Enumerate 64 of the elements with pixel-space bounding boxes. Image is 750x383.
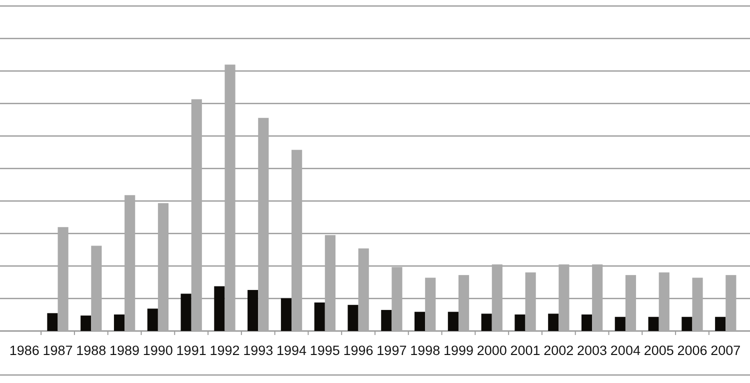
x-tick-label: 2001 — [510, 343, 540, 358]
bar — [726, 275, 736, 331]
bar — [658, 272, 670, 331]
bar — [481, 314, 492, 331]
bar — [682, 316, 692, 331]
bar — [124, 195, 136, 331]
bar — [324, 235, 336, 331]
bar — [80, 316, 92, 331]
x-tick-label: 1994 — [276, 343, 308, 358]
x-tick-label: 1988 — [76, 343, 106, 358]
x-tick-label: 1991 — [176, 343, 206, 358]
bar — [114, 314, 125, 331]
bar — [614, 316, 626, 331]
bar — [348, 304, 358, 331]
bar — [425, 278, 436, 331]
bar — [692, 278, 703, 331]
bar — [514, 314, 526, 331]
bar — [592, 264, 603, 331]
x-tick-label: 1987 — [42, 343, 73, 358]
bar — [58, 227, 68, 331]
bar — [525, 272, 536, 331]
x-tick-label: 2004 — [610, 343, 641, 358]
bar — [381, 310, 392, 331]
bar — [581, 314, 592, 331]
bar — [91, 246, 102, 331]
bar — [214, 286, 225, 331]
bar — [248, 290, 258, 331]
bar — [414, 312, 426, 331]
bar — [147, 308, 158, 331]
bar — [158, 203, 169, 331]
bar — [47, 313, 58, 331]
x-tick-label: 1999 — [443, 343, 474, 358]
x-tick-label: 2002 — [544, 343, 574, 358]
bar — [492, 264, 502, 331]
x-tick-label: 2007 — [710, 343, 741, 358]
x-tick-label: 1986 — [9, 343, 40, 358]
bar — [625, 275, 636, 331]
bar — [280, 298, 292, 331]
x-tick-label: 2005 — [644, 343, 674, 358]
x-tick-label: 1993 — [243, 343, 274, 358]
x-tick-label: 1989 — [110, 343, 140, 358]
bar — [448, 312, 458, 331]
x-tick-label: 2003 — [577, 343, 608, 358]
bar — [191, 99, 202, 331]
bar — [558, 264, 570, 331]
bar — [224, 64, 236, 331]
bar — [258, 118, 269, 331]
x-tick-label: 2000 — [476, 343, 507, 358]
bar — [392, 267, 402, 331]
bar — [715, 316, 726, 331]
x-tick-label: 2006 — [677, 343, 708, 358]
bar — [292, 150, 302, 331]
x-tick-label: 1998 — [410, 343, 440, 358]
bar — [548, 314, 559, 331]
x-tick-label: 1990 — [142, 343, 173, 358]
x-tick-label: 1992 — [210, 343, 240, 358]
bar — [458, 275, 470, 331]
bar — [314, 302, 325, 331]
x-tick-label: 1997 — [376, 343, 407, 358]
bar — [648, 316, 659, 331]
bar — [180, 294, 192, 331]
bar — [358, 248, 369, 331]
x-tick-label: 1995 — [310, 343, 340, 358]
x-tick-label: 1996 — [343, 343, 374, 358]
